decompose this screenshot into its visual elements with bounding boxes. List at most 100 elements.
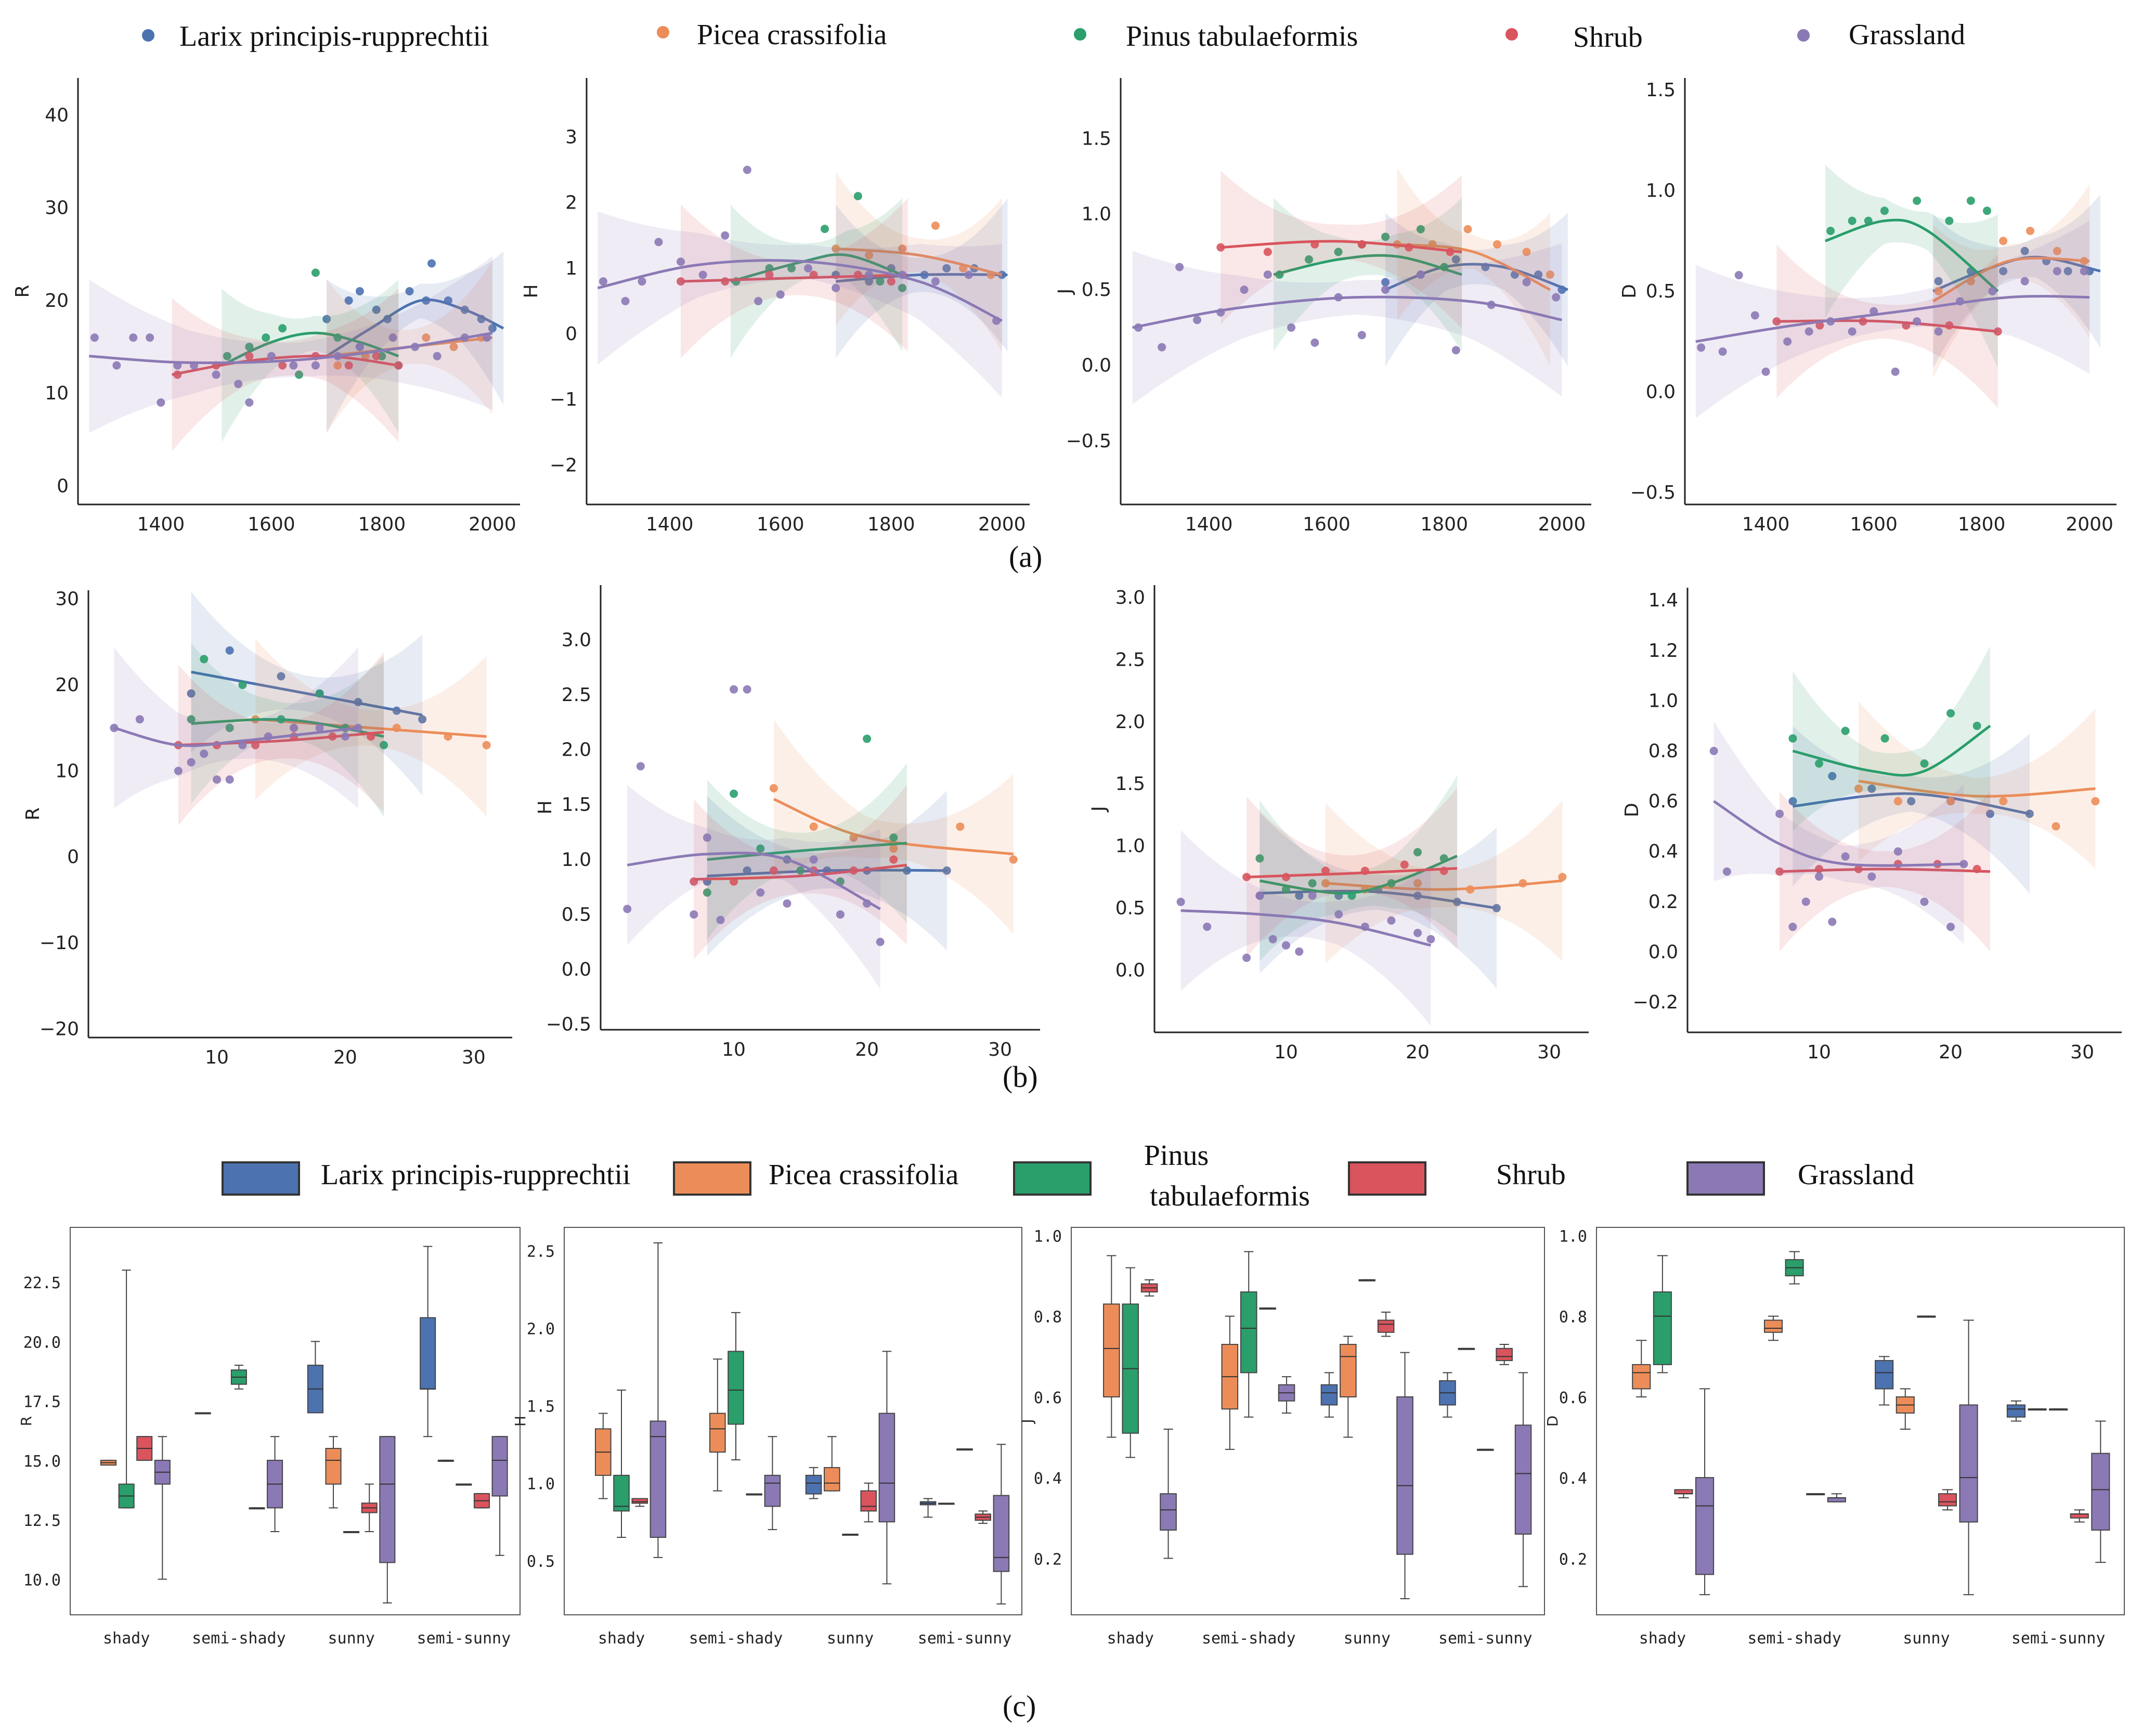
x-tick-label: 1600 [757, 514, 804, 535]
series-pinus [1273, 198, 1462, 352]
data-point-grass [174, 767, 183, 775]
series-picea [595, 1358, 955, 1505]
data-point-shrub [372, 352, 381, 360]
data-point-pinus [796, 866, 805, 875]
y-tick-label: 2.0 [1115, 711, 1145, 733]
data-point-grass [1203, 922, 1212, 931]
confidence-band-larix [327, 251, 504, 433]
y-tick-label: −0.2 [1633, 992, 1678, 1013]
fit-line-picea [836, 247, 1003, 276]
confidence-band-pinus [1825, 164, 1998, 368]
legend-top-marker-picea [657, 26, 669, 38]
confidence-band-grass [89, 256, 492, 433]
series-shrub [1674, 1489, 2089, 1523]
data-point-pinus [315, 689, 324, 698]
x-tick-label: 10 [722, 1039, 746, 1060]
series-larix [1381, 213, 1568, 367]
y-tick-label: 0.2 [1559, 1550, 1587, 1569]
box-shrub [1377, 1319, 1395, 1333]
chart-a-D: −0.5 0.0 0.5 1.0 1.5 D 1400 1600 1800 2000 [1619, 78, 2117, 535]
data-point-grass [1268, 935, 1277, 943]
y-tick-label: 3.0 [1115, 587, 1145, 608]
confidence-band-pinus [222, 279, 399, 443]
data-point-shrub [1815, 321, 1824, 330]
confidence-band-grass [1132, 243, 1562, 405]
data-point-picea [2052, 822, 2060, 831]
data-point-grass [200, 749, 209, 758]
y-tick-label: 22.5 [23, 1274, 61, 1292]
y-tick-label: 2.5 [562, 684, 591, 706]
chart-b-J: 0.0 0.5 1.0 1.5 2.0 2.5 3.0 J 10 20 30 [1088, 585, 1589, 1063]
data-point-picea [449, 342, 458, 351]
data-point-grass [238, 741, 247, 749]
x-tick-label: 10 [1274, 1042, 1298, 1063]
chart-a-J: −0.5 0.0 0.5 1.0 1.5 J 1400 1600 1800 2000 [1055, 78, 1591, 535]
data-point-grass [1893, 847, 1902, 856]
series-pinus [1825, 164, 1999, 368]
series-grass [1695, 221, 2090, 419]
data-point-larix [355, 287, 364, 295]
data-point-picea [769, 784, 778, 793]
legend-top-label-grass: Grassland [1849, 19, 1965, 51]
data-point-larix [1999, 267, 2008, 276]
box-grass [650, 1420, 667, 1538]
y-tick-label: 0.6 [1648, 791, 1678, 812]
data-point-pinus [1880, 734, 1889, 743]
y-tick-label: 17.5 [23, 1393, 61, 1411]
y-axis-label: J [1088, 806, 1110, 813]
data-point-grass [1413, 928, 1422, 937]
confidence-band-shrub [1780, 791, 1990, 952]
y-tick-label: 12.5 [23, 1512, 61, 1530]
data-point-grass [112, 361, 121, 370]
y-tick-label: 0 [67, 847, 79, 868]
y-tick-label: 1.5 [1115, 773, 1145, 795]
data-point-pinus [1381, 232, 1390, 241]
data-point-picea [1413, 879, 1422, 888]
y-axis-label: J [1019, 1419, 1036, 1424]
fit-line-pinus [707, 841, 907, 861]
y-tick-label: 2.0 [527, 1320, 555, 1339]
data-point-larix [405, 287, 414, 295]
data-point-grass [2020, 277, 2029, 286]
data-point-picea [1522, 248, 1531, 256]
y-tick-label: 0.5 [527, 1553, 555, 1571]
fit-line-picea [773, 798, 1014, 856]
data-point-grass [1308, 891, 1317, 900]
data-point-grass [1920, 897, 1929, 906]
data-point-grass [743, 685, 751, 694]
data-point-grass [1815, 872, 1824, 881]
series-picea [832, 172, 1003, 352]
fit-line-larix [1385, 263, 1568, 291]
series-larix [322, 251, 504, 433]
data-point-larix [1867, 784, 1876, 793]
fit-line-pinus [1825, 218, 1999, 292]
data-point-pinus [380, 741, 388, 749]
y-tick-label: 0.8 [1648, 741, 1678, 762]
data-point-grass [776, 290, 785, 299]
data-point-larix [1934, 277, 1943, 286]
series-grass [650, 1242, 1010, 1605]
y-tick-label: 0.8 [1034, 1309, 1062, 1327]
data-point-grass [1176, 898, 1185, 906]
data-point-grass [1788, 923, 1797, 931]
x-category-label: semi-sunny [417, 1629, 511, 1648]
series-shrub [677, 198, 908, 358]
data-point-larix [1788, 797, 1797, 806]
y-axis-label: D [1621, 803, 1643, 818]
panel-label-a: (a) [1009, 540, 1042, 574]
legend-bottom-label-picea: Picea crassifolia [769, 1159, 959, 1191]
data-point-grass [756, 888, 765, 897]
data-point-grass [110, 723, 119, 732]
data-point-grass [290, 723, 298, 732]
y-tick-label: 10.0 [23, 1571, 61, 1589]
data-point-picea [889, 844, 898, 853]
series-pinus [118, 1269, 472, 1534]
data-point-picea [1009, 855, 1018, 864]
x-tick-label: 20 [855, 1039, 879, 1060]
confidence-band-grass [627, 785, 880, 989]
x-tick-label: 10 [1807, 1042, 1831, 1063]
confidence-band-picea [1933, 184, 2090, 378]
confidence-band-larix [836, 198, 1008, 358]
data-point-pinus [295, 370, 303, 379]
data-point-pinus [1972, 721, 1981, 730]
